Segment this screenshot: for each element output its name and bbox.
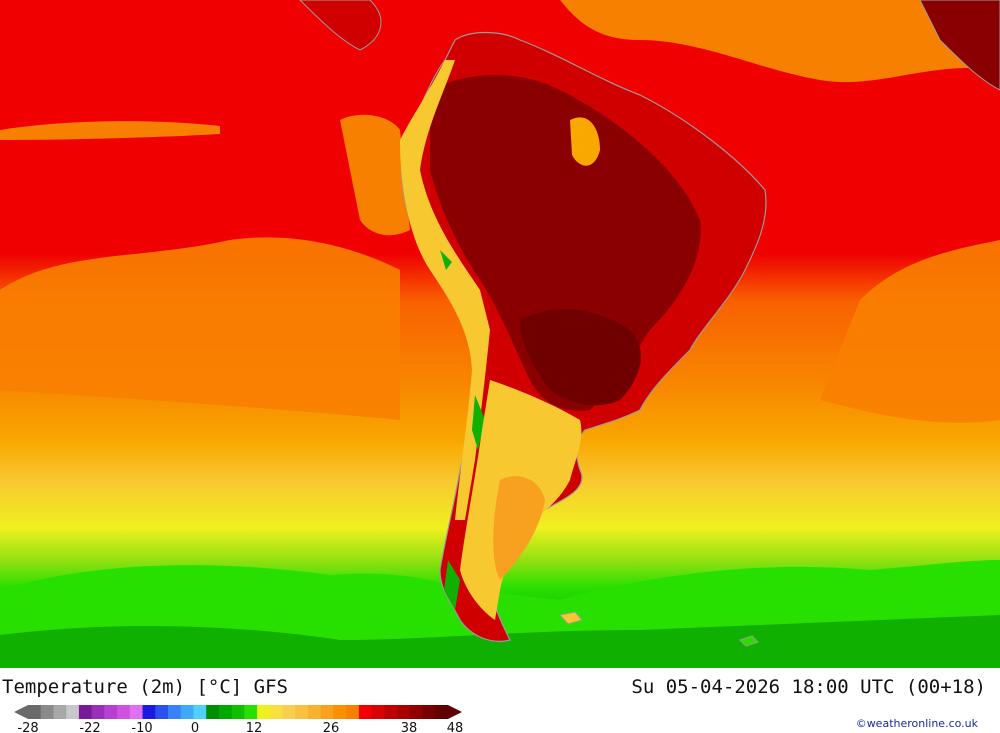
legend-tick-label: -10 [131, 721, 152, 733]
legend-swatch [435, 705, 449, 719]
legend-swatch [269, 705, 284, 719]
amazon-orange-patch [570, 117, 600, 166]
argentina-orange-patch [493, 476, 545, 580]
legend-swatch [117, 705, 131, 719]
legend-swatch [180, 705, 194, 719]
map-footer: Temperature (2m) [°C] GFS Su 05-04-2026 … [0, 668, 1000, 733]
legend-swatch [142, 705, 156, 719]
legend-swatch [346, 705, 360, 719]
color-legend: -28 -22 -10 0 12 26 38 48 [14, 705, 464, 733]
legend-swatch [384, 705, 398, 719]
andes-cool-strip [400, 60, 490, 520]
legend-tick-label: 0 [191, 721, 199, 733]
map-title: Temperature (2m) [°C] GFS [2, 676, 288, 698]
andes-green-patches [440, 250, 488, 610]
legend-swatch [422, 705, 436, 719]
legend-swatch [371, 705, 385, 719]
legend-swatch [244, 705, 258, 719]
legend-swatch [308, 705, 322, 719]
legend-swatch [78, 705, 93, 719]
falkland-islands [559, 611, 583, 625]
legend-swatch [231, 705, 245, 719]
orange-ocean-band-west [0, 237, 400, 420]
legend-arrow-high [448, 705, 462, 719]
orange-north [560, 0, 1000, 83]
legend-swatch [40, 705, 54, 719]
legend-swatch [104, 705, 118, 719]
legend-swatch [28, 705, 42, 719]
legend-swatch [282, 705, 296, 719]
legend-tick-label: 12 [246, 721, 263, 733]
legend-swatch [295, 705, 309, 719]
orange-patch-pacific [340, 114, 410, 236]
orange-ocean-band-east [820, 240, 1000, 423]
legend-swatch [333, 705, 347, 719]
legend-swatch [320, 705, 334, 719]
legend-tick-label: 48 [447, 721, 464, 733]
legend-tick-label: -28 [17, 721, 38, 733]
legend-tick-label: -22 [79, 721, 100, 733]
central-america-land [299, 0, 382, 51]
legend-swatch [218, 705, 233, 719]
legend-swatch [129, 705, 144, 719]
legend-swatch [155, 705, 169, 719]
legend-swatch [91, 705, 105, 719]
legend-tick-label: 26 [323, 721, 340, 733]
legend-arrow-low [14, 705, 28, 719]
legend-swatch [206, 705, 220, 719]
legend-swatch [397, 705, 411, 719]
legend-swatch [193, 705, 207, 719]
hot-core-south [520, 309, 641, 406]
legend-swatch [168, 705, 182, 719]
south-georgia [739, 635, 759, 647]
credit-link[interactable]: ©weatheronline.co.uk [855, 717, 978, 730]
valid-time: Su 05-04-2026 18:00 UTC (00+18) [631, 676, 986, 698]
legend-swatch [66, 705, 80, 719]
temperature-map [0, 0, 1000, 668]
legend-swatch [53, 705, 67, 719]
legend-tick-label: 38 [401, 721, 418, 733]
orange-strip-west [0, 121, 220, 140]
legend-swatch [257, 705, 271, 719]
legend-swatch [409, 705, 424, 719]
legend-swatch [358, 705, 373, 719]
hot-core-interior [430, 75, 701, 411]
